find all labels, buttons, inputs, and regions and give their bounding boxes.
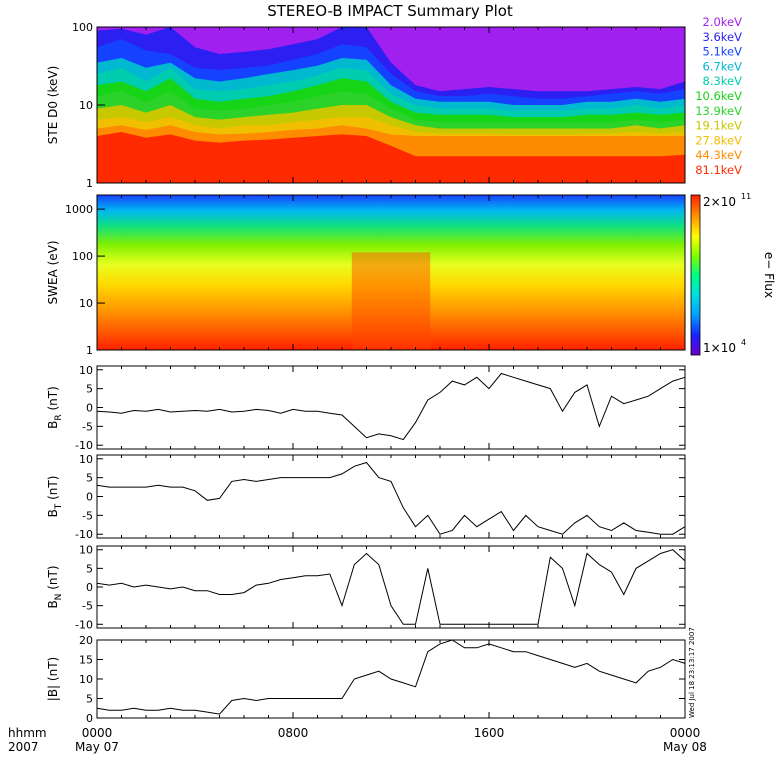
bt-ytick-label: 10	[79, 453, 93, 466]
plot-title: STEREO-B IMPACT Summary Plot	[267, 2, 513, 20]
bmag-ytick-label: 20	[79, 634, 93, 647]
legend-81.1keV: 81.1keV	[695, 163, 742, 177]
ste-ytick-label: 10	[79, 99, 93, 112]
colorbar-min-label: 1×10	[703, 341, 736, 355]
bn-ylabel: BN (nT)	[46, 565, 64, 608]
bt-frame	[96, 454, 686, 539]
bmag-trace	[96, 639, 686, 715]
xaxis-hhmm-label: hhmm	[8, 726, 47, 740]
bn-frame	[96, 545, 686, 629]
bt-ytick-label: -10	[75, 528, 93, 541]
swea-ytick-label: 100	[72, 250, 93, 263]
bt-ylabel: BT (nT)	[46, 476, 64, 518]
swea-spectrogram	[97, 195, 685, 350]
bmag-panel: 0 5 10 15 20 |B| (nT)	[46, 634, 686, 725]
br-ytick-label: 0	[86, 402, 93, 415]
ste-ytick-label: 1	[86, 177, 93, 190]
bt-ytick-label: 0	[86, 491, 93, 504]
bn-ytick-label: 5	[86, 562, 93, 575]
legend-6.7keV: 6.7keV	[703, 59, 743, 73]
br-ytick-label: 5	[86, 383, 93, 396]
bmag-ytick-label: 10	[79, 673, 93, 686]
bmag-ytick-label: 5	[86, 693, 93, 706]
legend-44.3keV: 44.3keV	[695, 148, 742, 162]
bt-trace	[96, 461, 686, 535]
colorbar-gradient	[690, 194, 701, 356]
bmag-ylabel: |B| (nT)	[46, 657, 60, 701]
bn-trace	[96, 549, 686, 625]
br-ytick-label: 10	[79, 364, 93, 377]
ste-ytick-label: 100	[72, 21, 93, 34]
swea-ylabel: SWEA (eV)	[46, 240, 60, 304]
colorbar-min-exp: 4	[741, 338, 746, 347]
swea-ytick-label: 1000	[65, 203, 93, 216]
xaxis-tick-label: 0000	[82, 726, 113, 740]
colorbar-title: e− Flux	[762, 252, 776, 298]
bn-ytick-label: -10	[75, 618, 93, 631]
br-ylabel: BR (nT)	[46, 386, 64, 429]
br-frame	[96, 365, 686, 450]
legend-8.3keV: 8.3keV	[703, 74, 743, 88]
bn-panel: -10 -5 0 5 10 BN (nT)	[46, 544, 686, 631]
bt-panel: -10 -5 0 5 10 BT (nT)	[46, 453, 686, 541]
legend-10.6keV: 10.6keV	[695, 89, 742, 103]
xaxis-tick-label: 0800	[278, 726, 309, 740]
legend-27.8keV: 27.8keV	[695, 133, 742, 147]
energy-legend: 2.0keV3.6keV5.1keV6.7keV8.3keV10.6keV13.…	[695, 15, 742, 177]
swea-ytick-label: 1	[86, 344, 93, 357]
xaxis-date-label: May 07	[75, 740, 119, 754]
legend-3.6keV: 3.6keV	[703, 30, 743, 44]
xaxis-date-label: May 08	[663, 740, 707, 754]
bmag-ytick-label: 0	[86, 712, 93, 725]
colorbar-max-exp: 11	[741, 192, 751, 201]
ste-panel: 1 10 100 STE D0 (keV)	[46, 21, 686, 190]
br-panel: -10 -5 0 5 10 BR (nT)	[46, 364, 686, 452]
bn-ytick-label: 0	[86, 581, 93, 594]
legend-19.1keV: 19.1keV	[695, 119, 742, 133]
colorbar-max-label: 2×10	[703, 195, 736, 209]
br-ytick-label: -10	[75, 439, 93, 452]
xaxis-year-label: 2007	[8, 740, 39, 754]
ste-ylabel: STE D0 (keV)	[46, 66, 60, 145]
bmag-ytick-label: 15	[79, 654, 93, 667]
legend-2.0keV: 2.0keV	[703, 15, 743, 29]
swea-panel: 1 10 100 1000 SWEA (eV)	[46, 194, 686, 357]
bt-ytick-label: -5	[82, 509, 93, 522]
br-ytick-label: -5	[82, 420, 93, 433]
legend-5.1keV: 5.1keV	[703, 45, 743, 59]
swea-ytick-label: 10	[79, 297, 93, 310]
ste-series-11	[97, 132, 685, 183]
bt-ytick-label: 5	[86, 472, 93, 485]
legend-13.9keV: 13.9keV	[695, 104, 742, 118]
timestamp-stamp: Wed Jul 18 23:13:17 2007	[688, 627, 696, 718]
xaxis-tick-label: 1600	[474, 726, 505, 740]
swea-enhanced-block	[351, 252, 431, 350]
bn-ytick-label: 10	[79, 544, 93, 557]
bn-ytick-label: -5	[82, 600, 93, 613]
swea-colorbar: 2×10 11 1×10 4 e− Flux	[690, 192, 776, 356]
br-trace	[96, 372, 686, 441]
xaxis-tick-label: 0000	[670, 726, 701, 740]
